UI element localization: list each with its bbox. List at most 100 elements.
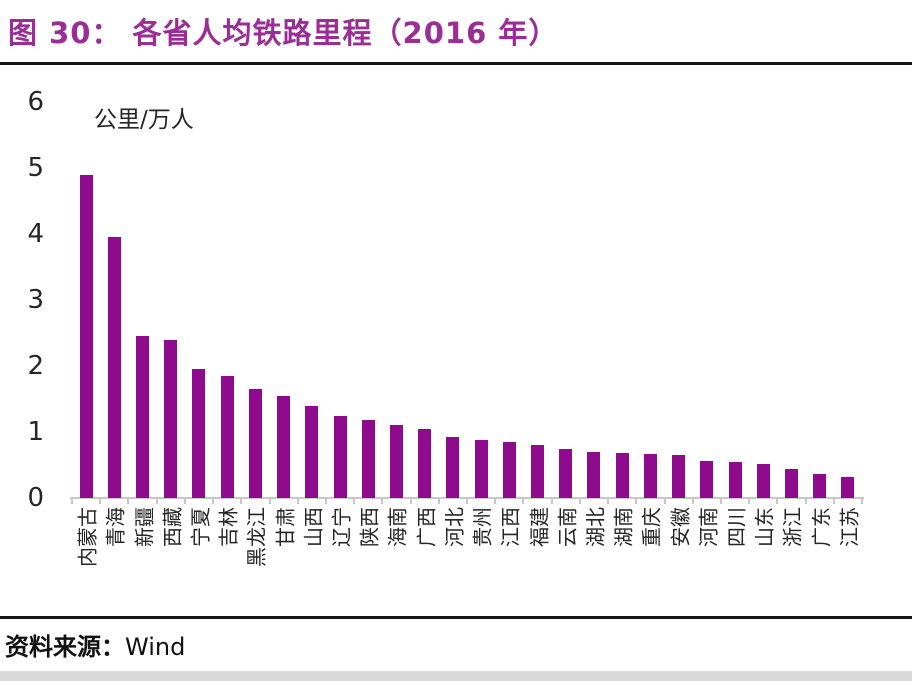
- bar: [559, 449, 573, 498]
- x-axis-line: [70, 497, 864, 499]
- bar: [79, 174, 93, 498]
- axis-tick: [748, 499, 751, 504]
- y-axis-label: 3: [27, 285, 44, 315]
- bar: [841, 476, 855, 498]
- bar: [756, 463, 770, 498]
- x-axis-label: 江西: [498, 507, 523, 547]
- bar: [248, 389, 262, 498]
- axis-tick: [296, 499, 299, 504]
- axis-tick: [437, 499, 440, 504]
- source-divider: [0, 616, 912, 619]
- y-axis-label: 5: [27, 153, 44, 183]
- figure-title: 图 30： 各省人均铁路里程（2016 年）: [8, 16, 559, 50]
- source-label: 资料来源：: [5, 632, 125, 661]
- axis-tick: [607, 499, 610, 504]
- x-axis-label: 山西: [301, 507, 326, 547]
- x-axis-label: 云南: [555, 507, 580, 547]
- bar: [643, 453, 657, 498]
- x-axis-label: 吉林: [216, 507, 241, 547]
- bar: [784, 468, 798, 498]
- bar: [333, 415, 347, 498]
- bar: [107, 237, 121, 498]
- bar: [502, 441, 516, 498]
- axis-tick: [832, 499, 835, 504]
- axis-tick: [268, 499, 271, 504]
- x-axis-label: 陕西: [357, 507, 382, 547]
- bar: [700, 461, 714, 498]
- bar: [277, 395, 291, 498]
- axis-tick: [861, 499, 863, 504]
- y-axis-label: 4: [27, 219, 44, 249]
- y-axis-label: 0: [27, 483, 44, 513]
- x-axis-label: 福建: [527, 507, 552, 547]
- axis-tick: [635, 499, 638, 504]
- x-axis-label: 江苏: [837, 507, 862, 547]
- x-axis-label: 四川: [724, 507, 749, 547]
- axis-tick: [127, 499, 130, 504]
- x-axis-label: 海南: [385, 507, 410, 547]
- bar: [220, 375, 234, 498]
- x-axis-label: 西藏: [160, 507, 185, 547]
- axis-tick: [71, 499, 73, 504]
- axis-tick: [99, 499, 102, 504]
- axis-tick: [240, 499, 243, 504]
- axis-tick: [466, 499, 468, 504]
- x-axis-label: 湖南: [611, 507, 636, 547]
- bar: [389, 425, 403, 498]
- axis-tick: [578, 499, 581, 504]
- x-axis-label: 辽宁: [329, 507, 354, 547]
- axis-tick: [776, 499, 779, 504]
- axis-tick: [494, 499, 497, 504]
- x-axis-label: 甘肃: [273, 507, 298, 547]
- x-axis-label: 山东: [752, 507, 777, 547]
- y-axis-unit-label: 公里/万人: [94, 107, 194, 133]
- bottom-strip: [0, 671, 912, 681]
- x-axis-label: 贵州: [470, 507, 495, 547]
- bar: [474, 439, 488, 498]
- y-axis-label: 2: [27, 351, 44, 381]
- x-axis-label: 广西: [414, 507, 439, 547]
- bar: [587, 451, 601, 498]
- axis-tick: [719, 499, 722, 504]
- y-axis-label: 6: [27, 87, 44, 117]
- x-axis-label: 广东: [809, 507, 834, 547]
- axis-tick: [183, 499, 186, 504]
- x-axis-label: 安徽: [668, 507, 693, 547]
- bar: [728, 462, 742, 498]
- axis-tick: [691, 499, 694, 504]
- axis-tick: [522, 499, 525, 504]
- source-line: 资料来源：Wind: [5, 627, 185, 662]
- x-axis-label: 河南: [696, 507, 721, 547]
- axis-tick: [804, 499, 807, 504]
- bar: [418, 428, 432, 498]
- title-divider: [0, 62, 912, 65]
- x-axis-label: 黑龙江: [244, 507, 269, 567]
- x-axis-label: 河北: [442, 507, 467, 547]
- axis-tick: [663, 499, 666, 504]
- axis-tick: [381, 499, 384, 504]
- axis-tick: [212, 499, 215, 504]
- bar: [361, 420, 375, 498]
- x-axis-label: 青海: [103, 507, 128, 547]
- bar: [813, 474, 827, 498]
- x-axis-label: 浙江: [780, 507, 805, 547]
- x-axis-label: 湖北: [583, 507, 608, 547]
- x-axis-label: 宁夏: [188, 507, 213, 547]
- axis-tick: [550, 499, 553, 504]
- y-axis-label: 1: [27, 417, 44, 447]
- x-axis-label: 重庆: [639, 507, 664, 547]
- bar: [531, 445, 545, 498]
- source-value: Wind: [125, 633, 186, 661]
- axis-tick: [409, 499, 412, 504]
- bar: [446, 437, 460, 498]
- bar: [136, 336, 150, 498]
- bar: [615, 453, 629, 498]
- bar: [192, 369, 206, 498]
- axis-tick: [155, 499, 158, 504]
- bar: [305, 405, 319, 498]
- x-axis-label: 新疆: [132, 507, 157, 547]
- bar: [672, 455, 686, 498]
- axis-tick: [324, 499, 327, 504]
- x-axis-label: 内蒙古: [75, 507, 100, 567]
